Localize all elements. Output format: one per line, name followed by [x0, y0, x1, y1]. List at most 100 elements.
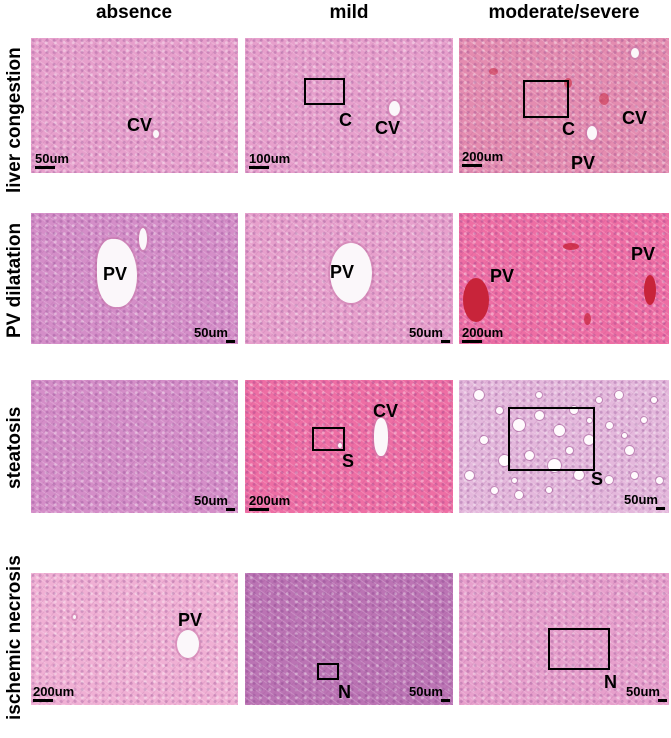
scale-bar: 200um	[462, 325, 504, 343]
pv-label: PV	[490, 266, 515, 286]
s-label: S	[342, 451, 355, 471]
fat-vacuole	[553, 424, 565, 436]
column-header-mild: mild	[329, 2, 369, 23]
vessel-lumen	[73, 615, 76, 619]
fat-vacuole	[513, 419, 525, 431]
scale-bar: 200um	[462, 150, 503, 167]
fat-vacuole	[586, 417, 592, 423]
panel-pv-dilatation-mild: PV 50um	[245, 213, 453, 344]
scale-label: 50um	[624, 492, 658, 507]
panel-liver-congestion-absence: CV 50um	[31, 38, 238, 173]
row-label-ischemic-necrosis: ischemic necrosis	[4, 555, 25, 720]
fat-vacuole	[584, 435, 594, 445]
blood-spot	[584, 313, 591, 325]
pv-label: PV	[631, 244, 656, 264]
panel-liver-congestion-moderate-severe: C CV PV 200um	[459, 38, 669, 173]
vessel-lumen	[153, 130, 159, 138]
fat-vacuole	[655, 476, 663, 484]
scale-bar: 50um	[409, 325, 450, 343]
scale-bar: 200um	[249, 493, 291, 511]
scale-bar: 50um	[194, 326, 235, 343]
region-box	[548, 628, 610, 670]
scale-bar: 50um	[624, 492, 665, 510]
pv-label: PV	[330, 262, 355, 282]
tissue-texture	[459, 573, 669, 705]
fat-vacuole	[651, 397, 657, 403]
blood-spot	[563, 243, 579, 250]
cv-label: CV	[622, 108, 648, 128]
portal-vein-lumen	[97, 239, 137, 307]
fat-vacuole	[570, 406, 578, 414]
scale-label: 200um	[462, 325, 504, 340]
tissue-texture	[31, 38, 238, 173]
region-box	[317, 663, 339, 680]
n-label: N	[338, 682, 351, 702]
scale-label: 50um	[409, 684, 443, 699]
cv-label: CV	[375, 118, 401, 138]
scale-bar: 50um	[35, 151, 69, 169]
fat-vacuole	[515, 491, 523, 499]
pv-label: PV	[571, 153, 596, 173]
vessel-lumen	[389, 101, 400, 116]
blood-filled-portal-vein	[463, 278, 489, 322]
fat-vacuole	[546, 487, 552, 493]
panel-pv-dilatation-moderate-severe: PV PV 200um	[459, 213, 669, 344]
c-label: C	[562, 119, 575, 139]
region-box	[312, 427, 345, 451]
scale-bar: 50um	[409, 684, 450, 702]
fat-vacuole	[495, 406, 503, 414]
row-label-pv-dilatation: PV dilatation	[4, 222, 25, 339]
scale-bar: 50um	[194, 494, 235, 511]
panel-liver-congestion-mild: C CV 100um	[245, 38, 453, 173]
c-label: C	[339, 110, 352, 130]
panel-steatosis-moderate-severe: S 50um	[459, 380, 669, 513]
panel-steatosis-absence: 50um	[31, 380, 238, 513]
portal-vein-lumen	[177, 630, 199, 658]
tissue-texture	[31, 380, 238, 513]
scale-label: 50um	[626, 684, 660, 699]
tissue-texture	[245, 38, 453, 173]
row-label-liver-congestion: liver congestion	[4, 47, 25, 194]
region-box	[304, 78, 345, 105]
scale-bar: 50um	[626, 684, 667, 702]
fat-vacuole	[474, 390, 484, 400]
fat-vacuole	[536, 392, 542, 398]
row-label-steatosis: steatosis	[4, 406, 25, 489]
tissue-texture	[245, 573, 453, 705]
fat-vacuole	[498, 454, 510, 466]
fat-vacuole	[605, 476, 613, 484]
fat-vacuole	[534, 410, 544, 420]
fat-vacuole	[574, 470, 584, 480]
column-header-absence: absence	[95, 2, 173, 23]
fat-vacuole	[630, 471, 638, 479]
fat-vacuole	[596, 397, 602, 403]
region-box	[523, 80, 569, 118]
tissue-texture	[459, 38, 669, 173]
cv-label: CV	[373, 401, 399, 421]
fat-vacuole	[621, 432, 627, 438]
fat-vacuole	[624, 445, 634, 455]
panel-steatosis-mild: CV S 200um	[245, 380, 453, 513]
region-box	[508, 407, 595, 471]
congestion-spot	[599, 93, 609, 105]
n-label: N	[604, 672, 617, 692]
fat-vacuole	[524, 450, 534, 460]
column-header-moderate-severe: moderate/severe	[488, 2, 640, 23]
scale-label: 50um	[409, 325, 443, 340]
scale-label: 100um	[249, 151, 291, 166]
vessel-lumen	[139, 228, 147, 250]
congestion-spot	[489, 68, 498, 75]
fat-vacuole	[464, 470, 474, 480]
fat-vacuole	[547, 458, 561, 472]
scale-bar: 200um	[33, 685, 74, 702]
scale-label: 50um	[35, 151, 69, 166]
tissue-texture	[31, 573, 238, 705]
vessel-lumen	[587, 126, 597, 140]
fat-vacuole	[641, 417, 647, 423]
panel-ischemic-necrosis-absence: PV 200um	[31, 573, 238, 705]
fat-vacuole	[480, 436, 488, 444]
fat-vacuole	[615, 391, 623, 399]
blood-filled-portal-vein	[644, 275, 656, 305]
scale-label: 200um	[249, 493, 291, 508]
panel-ischemic-necrosis-mild: N 50um	[245, 573, 453, 705]
